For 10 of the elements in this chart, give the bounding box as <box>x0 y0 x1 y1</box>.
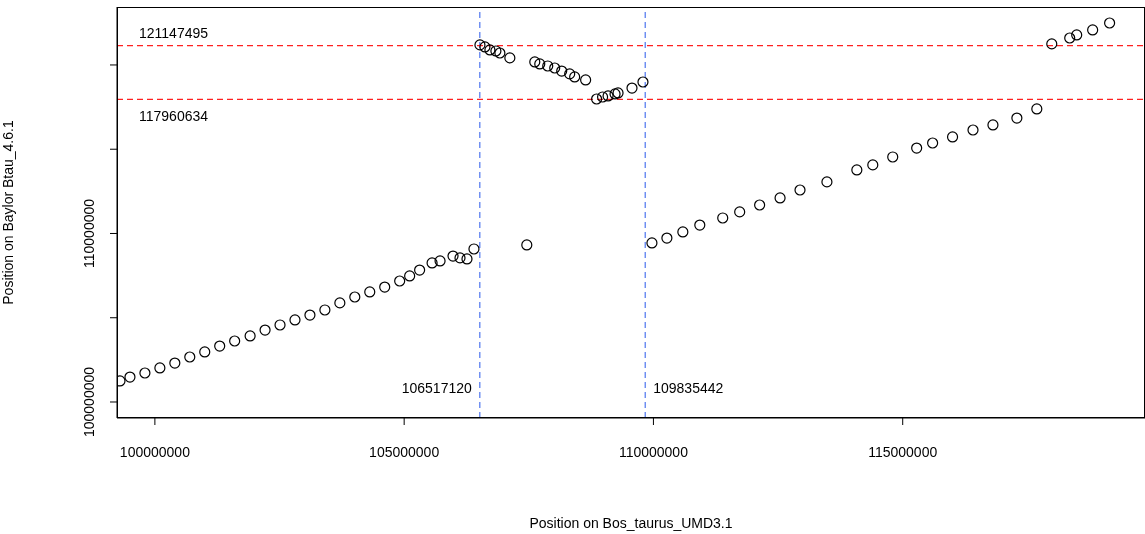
x-tick-label: 105000000 <box>369 444 440 460</box>
x-tick-label: 110000000 <box>618 444 689 460</box>
ref-line-label: 117960634 <box>139 108 209 125</box>
ref-line-label: 109835442 <box>653 380 724 396</box>
x-tick-label: 115000000 <box>868 444 938 460</box>
x-axis-title: Position on Bos_taurus_UMD3.1 <box>529 515 733 531</box>
ref-line-label: 121147495 <box>139 24 209 41</box>
y-axis-title: Position on Baylor Btau_4.6.1 <box>0 120 16 305</box>
x-tick-label: 100000000 <box>119 444 191 460</box>
ref-line-label: 106517120 <box>401 380 473 396</box>
